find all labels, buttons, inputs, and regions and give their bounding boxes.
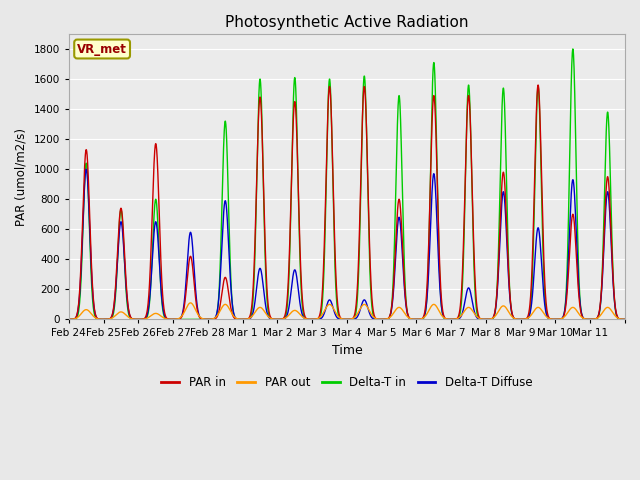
Delta-T Diffuse	[343, 316, 351, 322]
Line: PAR in: PAR in	[69, 85, 625, 319]
Line: Delta-T in: Delta-T in	[69, 49, 625, 319]
Title: Photosynthetic Active Radiation: Photosynthetic Active Radiation	[225, 15, 468, 30]
PAR in	[179, 312, 186, 317]
Y-axis label: PAR (umol/m2/s): PAR (umol/m2/s)	[15, 128, 28, 226]
Delta-T in	[621, 316, 629, 322]
PAR in	[534, 82, 542, 88]
PAR out	[536, 306, 544, 312]
Delta-T Diffuse	[536, 242, 544, 248]
Delta-T Diffuse	[503, 242, 511, 248]
PAR out	[419, 316, 426, 322]
PAR in	[419, 316, 426, 322]
PAR in	[503, 226, 511, 232]
Delta-T in	[179, 316, 186, 322]
Delta-T in	[536, 129, 544, 135]
PAR in	[621, 316, 629, 322]
Line: Delta-T Diffuse: Delta-T Diffuse	[69, 169, 625, 319]
X-axis label: Time: Time	[332, 344, 362, 357]
Delta-T in	[65, 316, 73, 322]
Delta-T Diffuse	[615, 316, 623, 322]
PAR out	[179, 312, 186, 318]
PAR in	[65, 316, 73, 322]
PAR out	[65, 316, 73, 322]
Delta-T Diffuse	[468, 294, 476, 300]
PAR out	[615, 316, 623, 322]
Delta-T in	[467, 156, 475, 162]
PAR out	[621, 316, 629, 322]
Delta-T Diffuse	[179, 309, 187, 314]
Delta-T in	[615, 316, 623, 322]
Delta-T Diffuse	[419, 316, 426, 322]
Delta-T in	[569, 46, 577, 52]
Delta-T in	[503, 190, 511, 196]
PAR in	[467, 152, 475, 158]
PAR in	[204, 316, 212, 322]
PAR out	[503, 306, 511, 312]
Delta-T in	[419, 316, 426, 322]
Delta-T Diffuse	[83, 166, 90, 172]
Legend: PAR in, PAR out, Delta-T in, Delta-T Diffuse: PAR in, PAR out, Delta-T in, Delta-T Dif…	[157, 371, 537, 394]
PAR in	[536, 126, 544, 132]
Text: VR_met: VR_met	[77, 43, 127, 56]
Delta-T Diffuse	[621, 316, 629, 322]
Delta-T Diffuse	[65, 316, 73, 322]
PAR in	[615, 316, 623, 322]
Line: PAR out: PAR out	[69, 303, 625, 319]
Delta-T in	[186, 316, 194, 322]
PAR out	[467, 306, 475, 312]
PAR out	[187, 300, 195, 306]
